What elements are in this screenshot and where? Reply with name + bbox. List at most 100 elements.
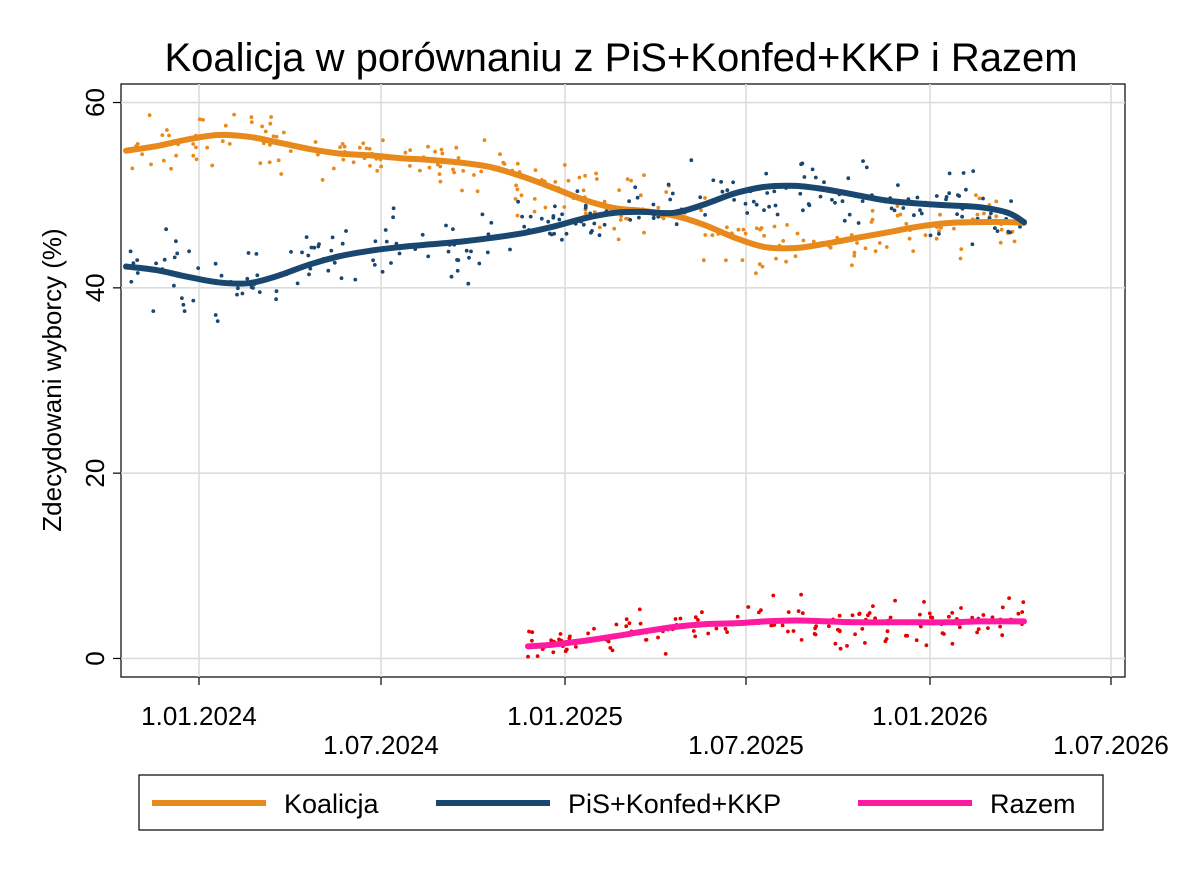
poll-point <box>197 117 202 122</box>
poll-point <box>637 215 641 220</box>
poll-point <box>745 211 750 215</box>
poll-point <box>566 178 571 183</box>
poll-point <box>847 212 852 217</box>
poll-point <box>384 239 389 244</box>
poll-point <box>307 272 311 277</box>
poll-point <box>959 247 964 252</box>
poll-point <box>546 219 551 224</box>
poll-point <box>757 262 762 267</box>
poll-point <box>174 239 178 244</box>
poll-point <box>551 650 556 655</box>
poll-point <box>408 148 413 153</box>
poll-point <box>798 191 803 196</box>
poll-point <box>845 644 849 648</box>
poll-point <box>172 283 176 288</box>
poll-point <box>793 254 798 259</box>
poll-point <box>947 191 952 196</box>
y-tick-label: 40 <box>80 273 110 302</box>
poll-point <box>867 611 872 615</box>
poll-point <box>154 261 159 266</box>
poll-point <box>617 188 621 193</box>
poll-point <box>767 204 771 209</box>
poll-point <box>477 261 482 266</box>
poll-point <box>444 223 448 228</box>
poll-point <box>560 237 564 242</box>
poll-point <box>780 623 785 628</box>
poll-point <box>971 169 976 174</box>
poll-point <box>628 218 633 222</box>
poll-point <box>373 239 378 244</box>
poll-point <box>633 185 638 190</box>
poll-point <box>418 168 422 173</box>
poll-point <box>846 176 851 181</box>
poll-point <box>714 626 719 631</box>
poll-point <box>918 612 922 617</box>
poll-point <box>638 193 643 198</box>
poll-point <box>884 245 889 249</box>
poll-point <box>743 201 748 206</box>
legend-label: Razem <box>990 789 1076 819</box>
poll-point <box>977 196 982 201</box>
poll-point <box>810 167 815 172</box>
poll-point <box>426 254 431 259</box>
poll-point <box>989 211 993 216</box>
poll-point <box>904 221 909 226</box>
poll-point <box>893 598 897 603</box>
poll-point <box>706 631 711 636</box>
poll-point <box>191 142 196 146</box>
poll-point <box>999 227 1004 232</box>
poll-point <box>785 223 789 227</box>
poll-point <box>532 209 537 214</box>
poll-point <box>530 638 534 643</box>
poll-point <box>958 256 963 261</box>
poll-point <box>379 164 383 169</box>
poll-point <box>312 245 317 250</box>
poll-point <box>664 190 669 194</box>
poll-point <box>182 309 187 313</box>
poll-point <box>344 229 348 233</box>
poll-point <box>860 627 865 631</box>
poll-point <box>668 197 673 202</box>
poll-point <box>827 624 831 629</box>
poll-point <box>670 191 675 196</box>
poll-point <box>976 627 981 631</box>
poll-point <box>689 158 694 163</box>
poll-point <box>806 202 811 206</box>
poll-point <box>151 309 156 313</box>
poll-point <box>165 128 169 132</box>
poll-point <box>754 226 759 231</box>
poll-point <box>861 159 865 164</box>
poll-point <box>651 216 656 221</box>
poll-point <box>135 142 140 146</box>
poll-point <box>454 145 459 150</box>
poll-point <box>232 112 237 117</box>
poll-point <box>938 212 942 217</box>
poll-point <box>1006 229 1011 234</box>
x-tick-label: 1.07.2024 <box>323 730 439 760</box>
poll-point <box>928 233 933 238</box>
poll-point <box>539 216 544 221</box>
poll-point <box>981 196 985 201</box>
poll-point <box>254 252 259 256</box>
poll-point <box>235 292 239 297</box>
poll-point <box>313 140 318 144</box>
poll-point <box>175 251 180 256</box>
poll-point <box>642 173 646 178</box>
poll-point <box>944 197 948 202</box>
poll-point <box>498 152 502 157</box>
poll-point <box>357 145 362 150</box>
poll-point <box>528 214 533 219</box>
poll-point <box>535 654 540 658</box>
poll-point <box>703 196 707 200</box>
poll-point <box>455 268 460 273</box>
poll-point <box>520 214 524 219</box>
poll-point <box>551 214 556 218</box>
poll-point <box>732 198 736 202</box>
poll-point <box>329 248 334 253</box>
poll-point <box>240 291 245 296</box>
poll-point <box>952 226 956 231</box>
plot-area <box>120 83 1126 678</box>
poll-point <box>998 624 1002 629</box>
poll-point <box>762 208 766 213</box>
poll-point <box>725 630 729 634</box>
